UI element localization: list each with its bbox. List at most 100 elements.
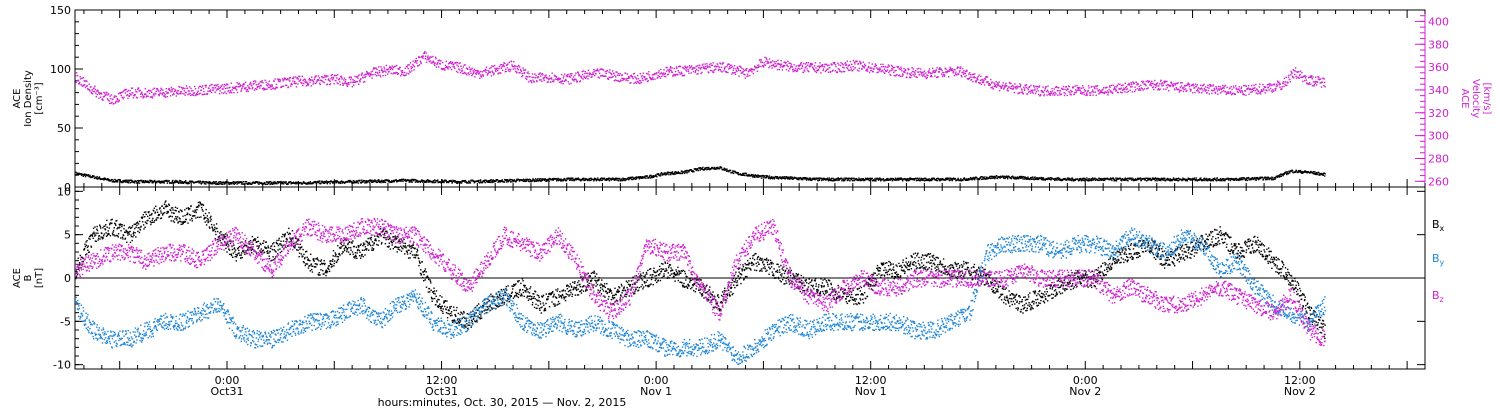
velocity-point: [328, 83, 331, 86]
density-point: [928, 178, 930, 180]
velocity-point: [171, 90, 173, 92]
velocity-point: [165, 90, 167, 93]
density-point: [273, 183, 275, 185]
velocity-point: [144, 87, 147, 90]
density-point: [666, 171, 669, 173]
density-point: [88, 176, 91, 178]
density-point: [211, 183, 213, 185]
velocity-point: [379, 76, 382, 78]
velocity-point: [240, 90, 242, 92]
density-point: [725, 170, 728, 172]
density-point: [165, 179, 167, 182]
velocity-point: [852, 65, 854, 68]
density-point: [307, 182, 309, 184]
density-point: [405, 180, 407, 183]
density-point: [162, 181, 164, 184]
velocity-point: [939, 67, 941, 69]
density-point: [359, 179, 361, 182]
velocity-point: [160, 87, 162, 90]
density-point: [411, 181, 413, 183]
density-point: [623, 179, 625, 181]
density-point: [616, 179, 618, 181]
density-point: [768, 177, 770, 179]
density-point: [493, 181, 495, 183]
density-point: [1126, 177, 1129, 180]
density-point: [1223, 178, 1225, 180]
velocity-point: [113, 102, 115, 105]
density-point: [1104, 177, 1106, 180]
velocity-point: [761, 61, 763, 63]
velocity-point: [666, 70, 668, 72]
density-point: [151, 180, 154, 183]
density-tick-label: 0: [64, 181, 71, 194]
density-point: [576, 177, 578, 180]
density-point: [147, 180, 149, 182]
velocity-point: [344, 80, 346, 83]
density-point: [1301, 172, 1303, 174]
density-point: [916, 177, 919, 179]
velocity-point: [251, 85, 253, 87]
velocity-point: [110, 102, 112, 104]
velocity-point: [405, 74, 407, 76]
density-point: [1126, 179, 1128, 181]
density-point: [1305, 170, 1307, 173]
velocity-point: [912, 73, 914, 76]
velocity-point: [435, 66, 438, 68]
density-point: [1014, 176, 1016, 178]
density-point: [764, 177, 767, 179]
velocity-point: [214, 91, 216, 93]
velocity-point: [494, 67, 496, 70]
density-point: [1172, 179, 1174, 181]
density-point: [560, 178, 562, 180]
velocity-point: [138, 87, 140, 89]
velocity-point: [804, 70, 806, 72]
velocity-point: [990, 78, 992, 81]
velocity-point: [432, 55, 434, 58]
velocity-point: [960, 74, 962, 77]
velocity-point: [266, 88, 268, 90]
density-point: [197, 180, 200, 182]
velocity-point: [221, 92, 223, 94]
density-point: [715, 168, 717, 170]
velocity-point: [972, 81, 974, 83]
velocity-point: [390, 67, 392, 69]
density-point: [1282, 173, 1284, 176]
velocity-point: [389, 68, 392, 71]
velocity-point: [334, 75, 336, 77]
velocity-point: [473, 71, 475, 73]
density-point: [936, 179, 939, 182]
velocity-point: [391, 67, 393, 69]
velocity-point: [937, 76, 939, 78]
density-point: [1081, 179, 1084, 181]
velocity-point: [512, 65, 514, 68]
density-point: [812, 177, 814, 180]
velocity-point: [651, 74, 654, 76]
velocity-point: [379, 74, 381, 77]
velocity-point: [349, 79, 352, 81]
velocity-point: [916, 68, 919, 70]
velocity-point: [766, 62, 768, 65]
density-point: [1026, 178, 1029, 180]
velocity-point: [748, 70, 750, 72]
density-point: [1010, 177, 1012, 180]
velocity-point: [502, 65, 504, 67]
density-point: [77, 173, 80, 176]
velocity-point: [688, 65, 691, 67]
velocity-point: [432, 60, 434, 62]
velocity-point: [102, 99, 104, 101]
density-point: [215, 181, 218, 183]
density-point: [605, 179, 607, 181]
velocity-point: [961, 76, 963, 78]
density-point: [1110, 178, 1113, 180]
density-point: [507, 181, 509, 183]
density-point: [1273, 178, 1275, 180]
velocity-point: [425, 52, 427, 54]
density-point: [789, 176, 792, 178]
density-point: [154, 179, 156, 182]
velocity-point: [587, 78, 589, 80]
velocity-point: [208, 90, 211, 92]
density-point: [322, 181, 324, 183]
density-point: [769, 178, 772, 180]
velocity-point: [297, 78, 299, 80]
velocity-point: [862, 61, 864, 63]
